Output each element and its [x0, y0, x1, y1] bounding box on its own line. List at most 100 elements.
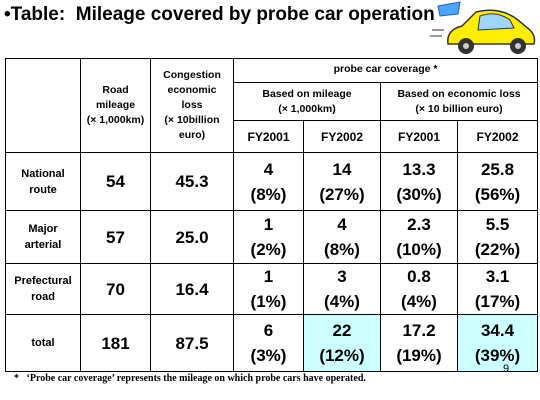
cell-text: (4%)	[324, 292, 360, 311]
cell-text: 34.4	[480, 321, 515, 340]
cell-text: (1%)	[250, 292, 287, 311]
cell-text: 181	[101, 333, 130, 353]
cell-text: 2.3	[407, 215, 431, 234]
cell-text: 14	[332, 159, 352, 179]
cell-text: Based on mileage	[262, 87, 352, 100]
footnote: * ‘Probe car coverage’ represents the mi…	[14, 373, 366, 384]
header-row: Road mileage (× 1,000km) Congestion economic…	[5, 58, 539, 153]
cell-text: (39%)	[474, 346, 521, 365]
cell-text: 25.0	[175, 227, 209, 247]
cell-text: (× 1,000km)	[86, 114, 145, 126]
data-row: National route 54 45.3 4 (8%) 14 (27%) 13.3 (30%)…	[5, 152, 539, 211]
cell: 34.4 (39%)	[456, 314, 539, 372]
cell-text: 1	[263, 267, 274, 286]
cell-text: arterial	[24, 239, 62, 251]
cell-text: loss	[181, 99, 203, 111]
header-cell: FY2002	[456, 120, 539, 153]
cell: 14 (27%)	[303, 152, 381, 211]
cell-text: 3	[337, 267, 347, 286]
cell: 4 (8%)	[303, 210, 381, 264]
cell: 70	[80, 263, 151, 315]
cell-text: FY2001	[247, 129, 290, 144]
cell-text: (3%)	[250, 346, 287, 365]
data-row: total 181 87.5 6 (3%) 22 (12%) 17.2 (19%) 34.4 (39…	[5, 314, 539, 372]
cell: 54	[80, 152, 151, 211]
cell-text: road	[31, 291, 55, 303]
cell: 5.5 (22%)	[456, 210, 539, 264]
cell: 1 (1%)	[233, 263, 304, 315]
cell-text: (× 10 billion euro)	[415, 102, 503, 115]
header-cell: Congestion economic loss (× 10billion euro)	[150, 58, 234, 153]
cell-text: (22%)	[474, 240, 521, 259]
cell-text: (2%)	[250, 240, 287, 259]
cell-text: 57	[106, 227, 125, 247]
header-cell: FY2002	[303, 120, 381, 153]
cell-text: Road	[102, 84, 129, 96]
cell: 13.3 (30%)	[380, 152, 458, 211]
cell-text: (× 1,000km)	[278, 102, 336, 115]
cell: 87.5	[150, 314, 234, 372]
cell-text: (56%)	[474, 184, 521, 204]
cell-text: total	[31, 337, 55, 349]
cell-text: 16.4	[175, 279, 209, 299]
cell-text: FY2002	[476, 129, 519, 144]
cell-text: 4	[337, 215, 347, 234]
header-cell: FY2001	[233, 120, 304, 153]
data-row: Prefectural road 70 16.4 1 (1%) 3 (4%) 0.8 (4%) 3.…	[5, 263, 539, 315]
cell: 1 (2%)	[233, 210, 304, 264]
cell: 45.3	[150, 152, 234, 211]
cell-text: 13.3	[402, 159, 436, 179]
cell-text: Prefectural	[14, 275, 72, 287]
cell-text: FY2002	[320, 129, 364, 144]
cell-text: 25.8	[480, 159, 515, 179]
cell: 25.8 (56%)	[456, 152, 539, 211]
cell-text: 87.5	[175, 333, 209, 353]
row-label: total	[5, 314, 81, 372]
cell-text: (12%)	[319, 346, 365, 365]
header-row: FY2001 FY2002 FY2001 FY2002	[6, 120, 539, 153]
cell: 3.1 (17%)	[456, 263, 539, 315]
cell-text: (× 10billion	[164, 114, 220, 126]
cell-text: 45.3	[175, 172, 209, 191]
header-cell: FY2001	[380, 120, 458, 153]
cell-text: economic	[167, 84, 217, 96]
cell-text: 5.5	[485, 215, 510, 234]
header-cell: Based on mileage (× 1,000km)	[233, 82, 381, 121]
title: •Table: Mileage covered by probe car ope…	[4, 4, 435, 25]
cell: 4 (8%)	[233, 152, 304, 211]
header-cell: Road mileage (× 1,000km)	[80, 58, 151, 153]
row-label: Prefectural road	[5, 263, 81, 315]
cell-text: route	[29, 183, 57, 196]
cell-text: Based on economic loss	[397, 87, 521, 100]
corner-cell	[5, 58, 81, 153]
cell: 17.2 (19%)	[380, 314, 458, 372]
cell-text: (30%)	[396, 184, 442, 204]
cell-text: probe car coverage *	[333, 63, 438, 75]
cell: 22 (12%)	[303, 314, 381, 372]
cell-text: (27%)	[319, 184, 365, 204]
cell-text: FY2001	[397, 129, 441, 144]
cell: 16.4	[150, 263, 234, 315]
cell-text: Congestion	[163, 69, 221, 81]
cell-text: 22	[332, 321, 352, 340]
cell: 3 (4%)	[303, 263, 381, 315]
cell-text: (4%)	[401, 292, 437, 311]
row-label: National route	[5, 152, 81, 211]
coverage-table: Road mileage (× 1,000km) Congestion economic…	[5, 58, 539, 372]
cell-text: mileage	[95, 99, 136, 111]
cell-text: 54	[106, 172, 125, 191]
cell-text: Major	[28, 223, 58, 235]
cell-text: National	[21, 167, 65, 180]
cell-text: (8%)	[250, 184, 287, 204]
page-number: 9	[503, 363, 510, 375]
cell-text: euro)	[178, 129, 206, 141]
cell: 2.3 (10%)	[380, 210, 458, 264]
row-label: Major arterial	[5, 210, 81, 264]
cell: 25.0	[150, 210, 234, 264]
cell: 181	[80, 314, 151, 372]
cell: 6 (3%)	[233, 314, 304, 372]
cell-text: 6	[263, 321, 274, 340]
cell-text: (19%)	[396, 346, 442, 365]
cell-text: (17%)	[474, 292, 521, 311]
